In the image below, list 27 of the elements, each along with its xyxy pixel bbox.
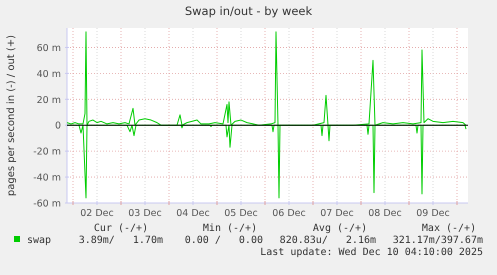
text: 0.00 / 0.00 [184,235,263,246]
y-axis-title: pages per second in (-) / out (+) [6,34,17,196]
text: Cur (-/+) [94,223,148,234]
x-tick-label: 06 Dec [272,208,306,219]
y-tick-label: 40 m [36,68,61,80]
x-tick-label: 03 Dec [128,208,162,219]
y-tick-label: 60 m [36,42,61,54]
y-tick-label: -40 m [33,172,61,184]
y-tick-label: 0 [54,120,61,132]
text: Avg (-/+) [312,223,368,234]
text: 321.17m/397.67m [392,235,483,246]
chart-title: Swap in/out - by week [184,4,313,18]
y-tick-label: 20 m [36,94,61,106]
text: Max (-/+) [422,223,476,234]
text: Last update: Wed Dec 10 04:10:00 2025 [260,247,483,258]
y-tick-label: -60 m [33,198,61,210]
x-tick-label: 07 Dec [320,208,354,219]
text: 820.83u/ 2.16m [280,235,376,246]
y-tick-label: -20 m [33,146,61,158]
text: Min (-/+) [202,223,258,234]
x-tick-label: 02 Dec [80,208,114,219]
text: 3.89m/ 1.70m [78,235,163,246]
x-tick-label: 05 Dec [224,208,258,219]
x-tick-label: 08 Dec [368,208,402,219]
x-tick-label: 04 Dec [176,208,210,219]
legend-label: swap [27,235,52,246]
x-tick-label: 09 Dec [416,208,450,219]
